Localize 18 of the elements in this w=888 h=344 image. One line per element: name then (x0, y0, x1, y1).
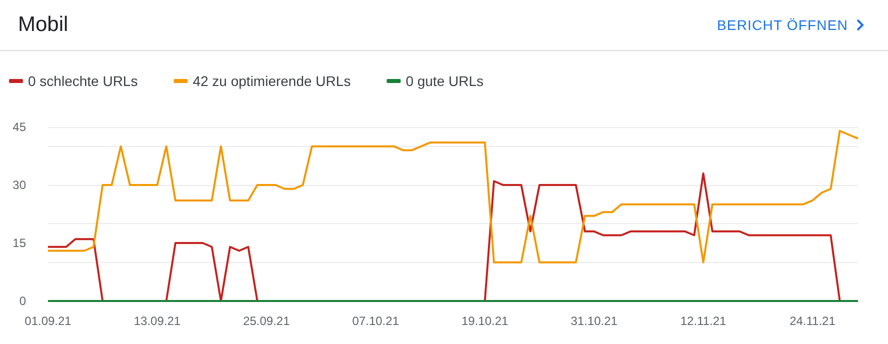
x-tick-label: 12.11.21 (680, 314, 727, 328)
x-tick-label: 19.10.21 (461, 314, 509, 328)
chart-title: Mobil (18, 13, 68, 37)
legend-label: 42 zu optimierende URLs (192, 73, 351, 89)
x-tick-label: 07.10.21 (352, 314, 400, 328)
y-tick-label: 0 (19, 294, 26, 308)
y-tick-label: 30 (12, 178, 26, 192)
x-tick-label: 13.09.21 (134, 314, 181, 328)
x-tick-label: 01.09.21 (24, 314, 72, 328)
y-tick-label: 45 (12, 120, 26, 134)
legend-label: 0 gute URLs (406, 73, 484, 89)
x-tick-label: 25.09.21 (243, 314, 290, 328)
line-series (47, 130, 859, 264)
x-tick-label: 31.10.21 (570, 314, 618, 328)
text: BERICHT ÖFFNEN (716, 17, 848, 33)
y-tick-label: 15 (12, 236, 26, 250)
x-tick-label: 24.11.21 (790, 314, 836, 328)
legend-label: 0 schlechte URLs (28, 73, 138, 89)
